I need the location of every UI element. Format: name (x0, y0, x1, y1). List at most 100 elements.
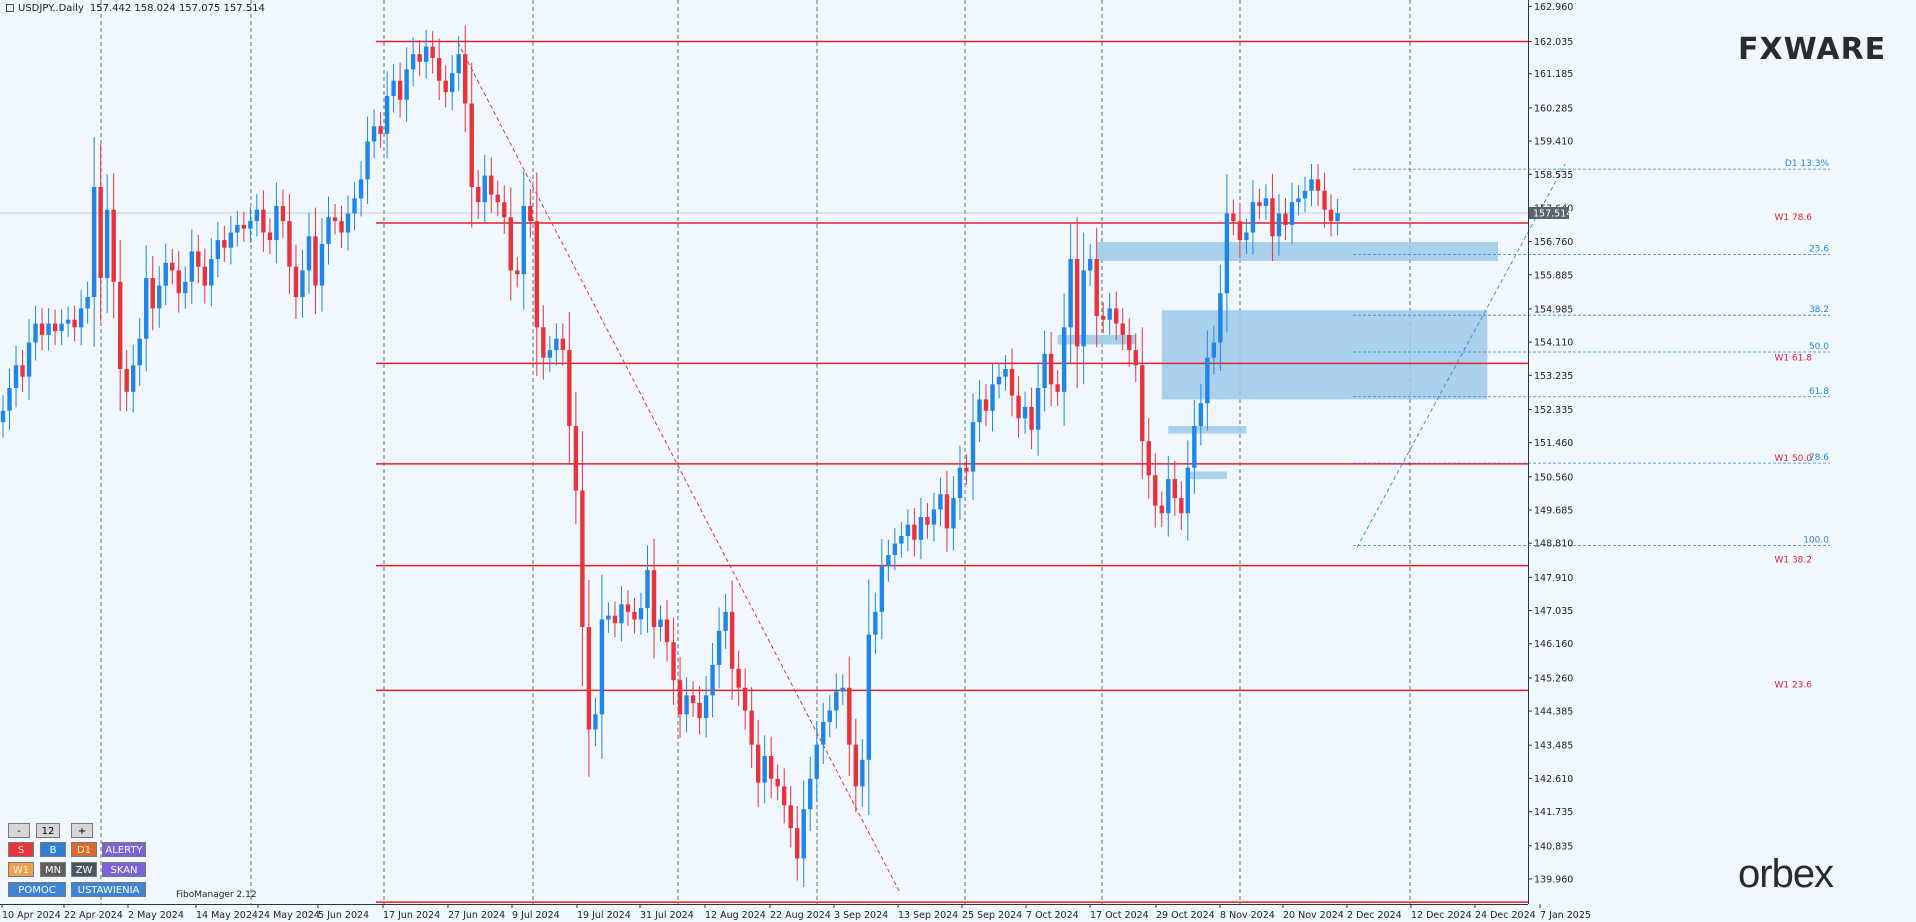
candle-body (521, 205, 526, 275)
candle-body (1257, 202, 1262, 206)
candle-body (1179, 498, 1184, 514)
candle-body (912, 524, 917, 540)
candle-body (1140, 365, 1145, 442)
candle-body (788, 805, 793, 829)
orbex-logo: orbex (1738, 852, 1834, 896)
candle-body (1048, 353, 1054, 385)
increase-button[interactable]: + (71, 823, 93, 838)
candle-body (39, 323, 45, 335)
candle-body (150, 278, 155, 309)
zone-1 (1161, 310, 1488, 400)
price-tick-label: 141.735 (1534, 807, 1573, 818)
candle-body (599, 619, 605, 715)
candle-body (541, 327, 546, 358)
fibonacci-levels: D1 13.3% 23.6 38.2 50.0 61.8 78.6 100.0 (1353, 159, 1830, 546)
candle-body (391, 80, 396, 96)
candle-body (1153, 475, 1158, 506)
ohlc-values: 157.442 158.024 157.075 157.514 (89, 3, 265, 14)
mn-button[interactable]: MN (40, 862, 66, 877)
d1-button[interactable]: D1 (71, 842, 97, 857)
candle-body (52, 323, 58, 332)
candle-body (1296, 198, 1301, 203)
candle-body (879, 566, 885, 612)
plot-background (0, 0, 1528, 904)
price-tick-label: 159.410 (1534, 137, 1573, 148)
time-tick-label: 25 Sep 2024 (962, 910, 1022, 921)
candle-body (1120, 323, 1125, 335)
candle-body (33, 323, 38, 343)
candle-body (384, 95, 390, 134)
candle-body (1244, 232, 1249, 241)
fib-label-5: 78.6 (1809, 453, 1829, 463)
candle-body (768, 756, 774, 779)
trend-dash-lines (457, 42, 1566, 893)
vertical-grid (0, 0, 1528, 904)
candle-body (1224, 213, 1230, 294)
decrease-button[interactable]: - (8, 823, 30, 838)
candle-body (1009, 369, 1015, 396)
time-tick-label: 12 Dec 2024 (1411, 910, 1472, 921)
candle-body (612, 615, 618, 624)
candle-body (762, 756, 767, 783)
candle-body (1335, 213, 1340, 222)
alerty-button[interactable]: ALERTY (102, 842, 146, 857)
candle-body (1198, 403, 1204, 426)
time-tick-label: 7 Oct 2024 (1026, 910, 1079, 921)
price-tick-label: 144.385 (1534, 707, 1573, 718)
chart-header: USDJPY..Daily 157.442 158.024 157.075 157… (6, 3, 265, 14)
candle-body (202, 266, 208, 286)
price-tick-label: 150.560 (1534, 472, 1573, 483)
buy-button[interactable]: B (40, 842, 66, 857)
candle-body (1205, 357, 1210, 404)
candle-body (736, 668, 741, 688)
current-price-label: 157.514 (1533, 208, 1572, 219)
candle-body (619, 604, 624, 624)
price-tick-label: 147.910 (1534, 573, 1573, 584)
zw-button[interactable]: ZW (71, 862, 97, 877)
level-label-1: W1 78.6 (1774, 213, 1812, 223)
sell-button[interactable]: S (8, 842, 34, 857)
candle-body (345, 213, 351, 233)
pomoc-button[interactable]: POMOC (8, 882, 66, 897)
candle-body (1270, 198, 1275, 237)
time-tick-label: 20 Nov 2024 (1283, 910, 1344, 921)
candle-body (1107, 308, 1112, 320)
ustawienia-button[interactable]: USTAWIENIA (71, 882, 146, 897)
candle-body (111, 209, 116, 282)
candle-body (808, 778, 813, 810)
candle-body (977, 399, 982, 423)
candle-body (176, 270, 181, 294)
candle-body (749, 710, 754, 745)
candle-body (664, 619, 670, 643)
period-value[interactable]: 12 (36, 823, 60, 838)
time-tick-label: 3 Sep 2024 (834, 910, 888, 921)
skan-button[interactable]: SKAN (102, 862, 146, 877)
chart-menu-icon[interactable] (6, 4, 14, 12)
candle-body (183, 281, 188, 294)
price-tick-label: 149.685 (1534, 506, 1573, 517)
candle-body (1100, 315, 1106, 320)
candle-body (397, 80, 403, 100)
price-tick-label: 160.285 (1534, 103, 1573, 114)
candle-body (515, 270, 520, 275)
candle-body (1263, 198, 1269, 206)
candle-body (710, 664, 715, 696)
candle-body (1185, 467, 1191, 514)
time-axis: 10 Apr 2024 22 Apr 2024 2 May 2024 14 May 2… (0, 904, 1591, 921)
candle-body (72, 319, 77, 328)
candle-body (1003, 369, 1008, 377)
candle-body (91, 186, 97, 297)
candle-body (378, 126, 383, 134)
candle-body (1133, 350, 1138, 366)
candle-body (26, 342, 32, 377)
candle-body (280, 205, 286, 222)
time-tick-label: 9 Jul 2024 (512, 910, 560, 921)
candle-body (124, 369, 129, 392)
candle-body (7, 388, 12, 411)
w1-button[interactable]: W1 (8, 862, 34, 877)
candle-body (209, 259, 214, 286)
candle-body (567, 350, 572, 426)
candle-body (170, 262, 175, 271)
current-price-tag (1529, 206, 1569, 219)
